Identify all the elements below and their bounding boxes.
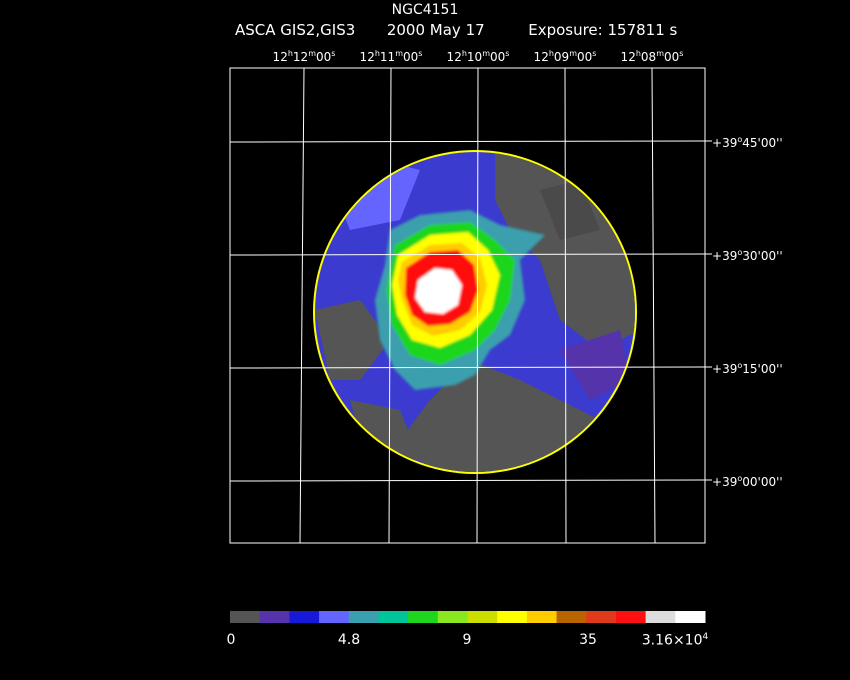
ra-label: 12h08m00s bbox=[620, 49, 684, 64]
dec-gridline bbox=[229, 366, 706, 369]
colorbar-swatch bbox=[556, 611, 587, 623]
colorbar-swatch bbox=[586, 611, 617, 623]
colorbar-swatch bbox=[230, 611, 261, 623]
ra-label: 12h10m00s bbox=[446, 49, 510, 64]
colorbar-swatch bbox=[526, 611, 558, 623]
colorbar-label: 9 bbox=[462, 632, 472, 648]
image-frame bbox=[229, 67, 706, 544]
observation-info: ASCA GIS2,GIS3 2000 May 17 Exposure: 157… bbox=[235, 23, 677, 38]
colorbar-label: 0 bbox=[226, 632, 236, 648]
colorbar-label: 35 bbox=[579, 632, 597, 648]
diffuse-region bbox=[560, 330, 630, 400]
dec-gridline bbox=[229, 479, 706, 482]
dec-label: +39o45'00'' bbox=[712, 135, 783, 150]
low-count-region bbox=[400, 360, 600, 472]
ra-gridline bbox=[476, 67, 479, 544]
dec-label: +39o00'00'' bbox=[712, 474, 783, 489]
colorbar-swatch bbox=[348, 611, 379, 623]
colorbar-swatch bbox=[645, 611, 676, 623]
colorbar-swatch bbox=[378, 611, 409, 623]
colorbar-label: 4.8 bbox=[337, 632, 361, 648]
ra-gridline bbox=[564, 67, 567, 544]
ra-label: 12h11m00s bbox=[359, 49, 423, 64]
dec-label: +39o30'00'' bbox=[712, 248, 783, 263]
colorbar-swatch bbox=[497, 611, 528, 623]
ra-label: 12h12m00s bbox=[272, 49, 336, 64]
dec-label: +39o15'00'' bbox=[712, 361, 783, 376]
colorbar-swatch bbox=[408, 611, 439, 623]
instrument-label: ASCA GIS2,GIS3 bbox=[235, 21, 356, 39]
coordinate-grid bbox=[229, 67, 706, 544]
colorbar-swatch bbox=[675, 611, 706, 623]
exposure-label: Exposure: 157811 s bbox=[528, 21, 678, 39]
contour-peak bbox=[415, 268, 462, 314]
ra-gridline bbox=[299, 67, 305, 544]
colorbar bbox=[230, 611, 706, 623]
ra-gridline bbox=[388, 67, 392, 544]
tick-marks bbox=[705, 140, 712, 481]
dec-gridline bbox=[229, 253, 706, 256]
date-label: 2000 May 17 bbox=[386, 21, 485, 39]
colorbar-swatch bbox=[259, 611, 290, 623]
colorbar-label: 3.16×104 bbox=[641, 632, 709, 649]
dec-gridline bbox=[229, 140, 706, 143]
object-title: NGC4151 bbox=[391, 2, 459, 18]
ra-label: 12h09m00s bbox=[533, 49, 597, 64]
colorbar-swatch bbox=[319, 611, 350, 623]
low-count-region bbox=[315, 300, 390, 380]
colorbar-swatch bbox=[615, 611, 647, 623]
colorbar-swatch bbox=[437, 611, 468, 623]
ra-gridline bbox=[651, 67, 656, 544]
colorbar-swatch bbox=[467, 611, 498, 623]
colorbar-swatch bbox=[289, 611, 320, 623]
